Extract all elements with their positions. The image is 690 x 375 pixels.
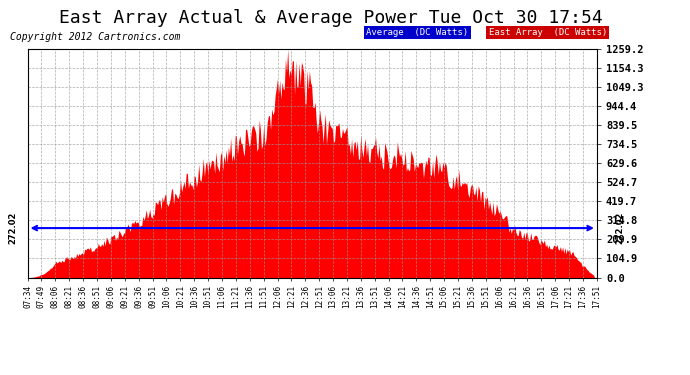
Text: East Array Actual & Average Power Tue Oct 30 17:54: East Array Actual & Average Power Tue Oc…: [59, 9, 603, 27]
Text: East Array  (DC Watts): East Array (DC Watts): [489, 28, 607, 37]
Text: Copyright 2012 Cartronics.com: Copyright 2012 Cartronics.com: [10, 32, 181, 42]
Text: Average  (DC Watts): Average (DC Watts): [366, 28, 469, 37]
Text: 272.02: 272.02: [9, 212, 18, 244]
Text: 272.02: 272.02: [615, 212, 624, 244]
